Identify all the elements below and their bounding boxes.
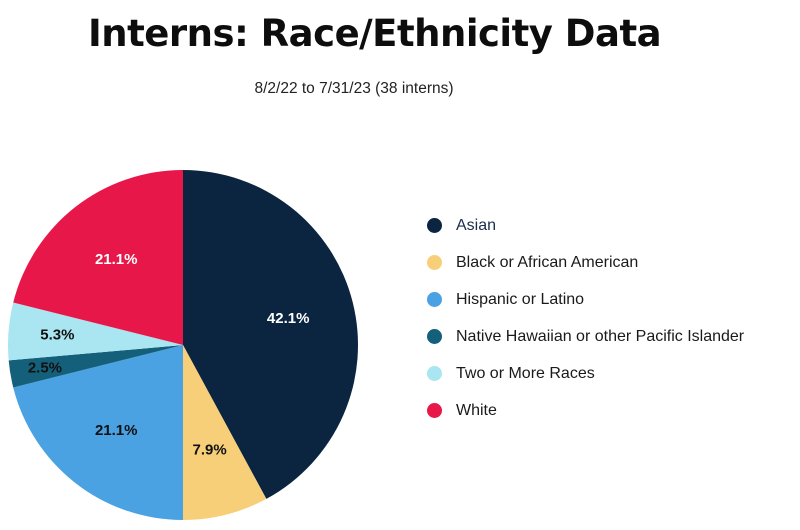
legend-swatch [427,292,442,307]
legend-item-hispanic-or-latino: Hispanic or Latino [427,281,744,318]
pie-slice-white [13,169,184,345]
legend-item-white: White [427,392,744,429]
chart-title: Interns: Race/Ethnicity Data [88,12,662,55]
legend-item-two-or-more-races: Two or More Races [427,355,744,392]
legend-item-black-or-african-american: Black or African American [427,244,744,281]
legend-item-asian: Asian [427,207,744,244]
legend: Asian Black or African American Hispanic o… [427,207,744,429]
legend-swatch [427,255,442,270]
legend-label: Native Hawaiian or other Pacific Islande… [456,327,745,345]
pie-slice-black-or-african-american [183,345,267,520]
pie-slice-asian [183,170,358,499]
slice-label-two-or-more-races: 5.3% [40,327,74,344]
legend-label: White [456,401,497,419]
legend-swatch [427,403,442,418]
legend-swatch [427,366,442,381]
legend-label: Two or More Races [456,364,595,382]
legend-label: Black or African American [456,253,639,271]
pie-slice-native-hawaiian-or-other-pacific-islander [8,345,183,388]
chart-subtitle: 8/2/22 to 7/31/23 (38 interns) [254,80,454,97]
slice-label-hispanic-or-latino: 21.1% [95,422,138,439]
slice-label-black-or-african-american: 7.9% [193,442,227,459]
slice-label-asian: 42.1% [267,310,310,327]
legend-swatch [427,329,442,344]
pie-chart: 42.1% 7.9% 21.1% 2.5% 5.3% 21.1% [8,169,358,520]
slice-label-native-hawaiian-or-other-pacific-islander: 2.5% [28,360,62,377]
pie-slice-two-or-more-races [8,302,184,361]
legend-item-native-hawaiian-or-other-pacific-islander: Native Hawaiian or other Pacific Islande… [427,318,744,355]
legend-label: Hispanic or Latino [456,290,585,308]
legend-swatch [427,218,442,233]
pie-slice-hispanic-or-latino [13,345,184,520]
legend-label: Asian [456,216,497,234]
slice-label-white: 21.1% [95,251,138,268]
